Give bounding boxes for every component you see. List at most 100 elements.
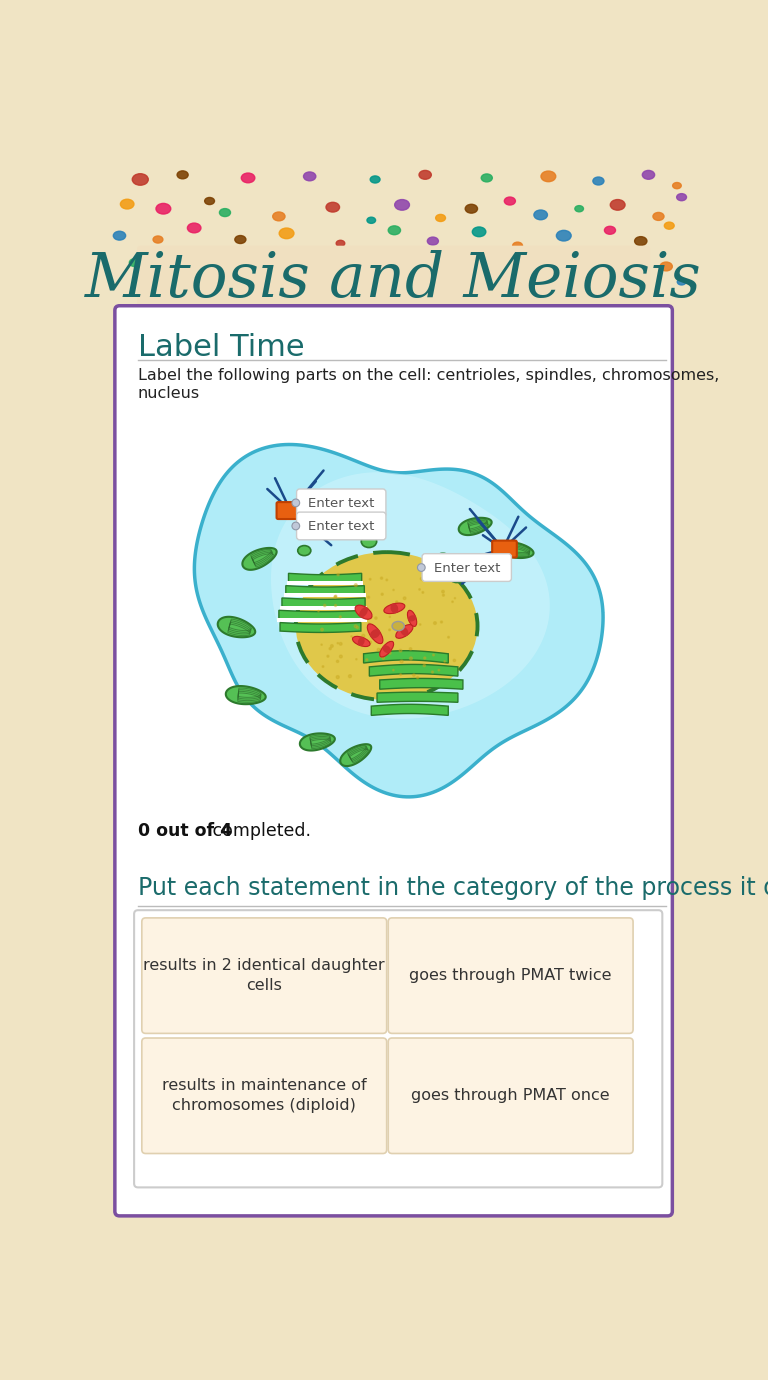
Ellipse shape: [339, 615, 341, 618]
Ellipse shape: [452, 600, 453, 603]
Ellipse shape: [366, 642, 367, 644]
FancyBboxPatch shape: [296, 489, 386, 516]
Ellipse shape: [434, 621, 436, 625]
Text: results in maintenance of
chromosomes (diploid): results in maintenance of chromosomes (d…: [162, 1078, 366, 1114]
Ellipse shape: [482, 174, 492, 182]
FancyBboxPatch shape: [284, 593, 366, 598]
Ellipse shape: [442, 591, 445, 593]
Ellipse shape: [380, 649, 382, 651]
Ellipse shape: [438, 574, 439, 575]
Ellipse shape: [187, 224, 201, 233]
Ellipse shape: [386, 580, 388, 581]
Ellipse shape: [368, 622, 370, 625]
Ellipse shape: [413, 617, 415, 618]
Text: Enter text: Enter text: [308, 520, 375, 533]
Ellipse shape: [335, 604, 336, 606]
Ellipse shape: [292, 500, 300, 506]
Ellipse shape: [354, 625, 357, 628]
Ellipse shape: [400, 673, 402, 675]
Ellipse shape: [677, 279, 686, 284]
Ellipse shape: [349, 675, 352, 678]
FancyBboxPatch shape: [277, 618, 366, 622]
Ellipse shape: [556, 230, 571, 241]
Ellipse shape: [409, 657, 412, 660]
Ellipse shape: [450, 275, 462, 282]
Ellipse shape: [280, 228, 294, 239]
Ellipse shape: [177, 171, 188, 179]
Text: 0 out of 4: 0 out of 4: [138, 821, 232, 839]
Ellipse shape: [660, 262, 672, 270]
Ellipse shape: [366, 658, 368, 661]
Ellipse shape: [465, 204, 478, 213]
Ellipse shape: [382, 657, 385, 660]
Ellipse shape: [362, 635, 365, 638]
Ellipse shape: [326, 203, 339, 213]
Ellipse shape: [390, 603, 399, 613]
Ellipse shape: [389, 651, 391, 654]
Ellipse shape: [400, 660, 403, 662]
Polygon shape: [279, 610, 365, 620]
FancyBboxPatch shape: [280, 606, 366, 610]
Text: Put each statement in the category of the process it describes: Put each statement in the category of th…: [138, 875, 768, 900]
Ellipse shape: [441, 621, 442, 622]
Polygon shape: [502, 542, 534, 558]
Ellipse shape: [388, 226, 401, 235]
Ellipse shape: [448, 636, 449, 638]
Ellipse shape: [379, 642, 394, 657]
Ellipse shape: [367, 624, 383, 643]
Ellipse shape: [321, 628, 323, 631]
Ellipse shape: [664, 222, 674, 229]
Ellipse shape: [505, 197, 515, 206]
Ellipse shape: [382, 646, 391, 653]
Polygon shape: [300, 733, 335, 751]
Ellipse shape: [422, 592, 424, 593]
Polygon shape: [371, 704, 449, 715]
Ellipse shape: [653, 213, 664, 221]
Ellipse shape: [361, 535, 376, 548]
Polygon shape: [280, 622, 361, 632]
Ellipse shape: [273, 213, 285, 221]
Polygon shape: [226, 686, 266, 704]
Text: Enter text: Enter text: [308, 497, 375, 511]
Ellipse shape: [420, 577, 423, 580]
Ellipse shape: [408, 615, 416, 621]
FancyBboxPatch shape: [137, 246, 650, 308]
Ellipse shape: [335, 595, 337, 598]
Ellipse shape: [298, 545, 311, 556]
Polygon shape: [271, 472, 550, 719]
Ellipse shape: [634, 236, 647, 246]
Ellipse shape: [409, 647, 412, 650]
Ellipse shape: [541, 171, 556, 182]
Ellipse shape: [513, 241, 522, 250]
Ellipse shape: [384, 603, 405, 614]
Ellipse shape: [396, 600, 398, 603]
Ellipse shape: [355, 606, 372, 620]
Ellipse shape: [392, 669, 394, 671]
Ellipse shape: [353, 636, 370, 647]
Ellipse shape: [438, 669, 439, 671]
Ellipse shape: [593, 177, 604, 185]
Ellipse shape: [381, 593, 383, 595]
Text: completed.: completed.: [207, 821, 311, 839]
Ellipse shape: [359, 273, 368, 280]
Ellipse shape: [367, 217, 376, 224]
Ellipse shape: [337, 574, 339, 575]
Ellipse shape: [389, 629, 390, 631]
Ellipse shape: [327, 656, 329, 657]
Ellipse shape: [604, 226, 615, 235]
Polygon shape: [286, 585, 364, 596]
Text: Mitosis and Meiosis: Mitosis and Meiosis: [85, 250, 702, 309]
Ellipse shape: [399, 649, 402, 651]
Ellipse shape: [496, 265, 508, 273]
Polygon shape: [458, 518, 492, 535]
FancyBboxPatch shape: [115, 306, 672, 1216]
Text: goes through PMAT once: goes through PMAT once: [412, 1089, 610, 1103]
Ellipse shape: [339, 643, 342, 646]
Ellipse shape: [368, 596, 369, 599]
Ellipse shape: [156, 203, 170, 214]
Ellipse shape: [673, 182, 681, 189]
Ellipse shape: [366, 613, 367, 614]
Polygon shape: [379, 679, 463, 689]
Ellipse shape: [369, 642, 372, 643]
Text: Label Time: Label Time: [138, 334, 305, 363]
